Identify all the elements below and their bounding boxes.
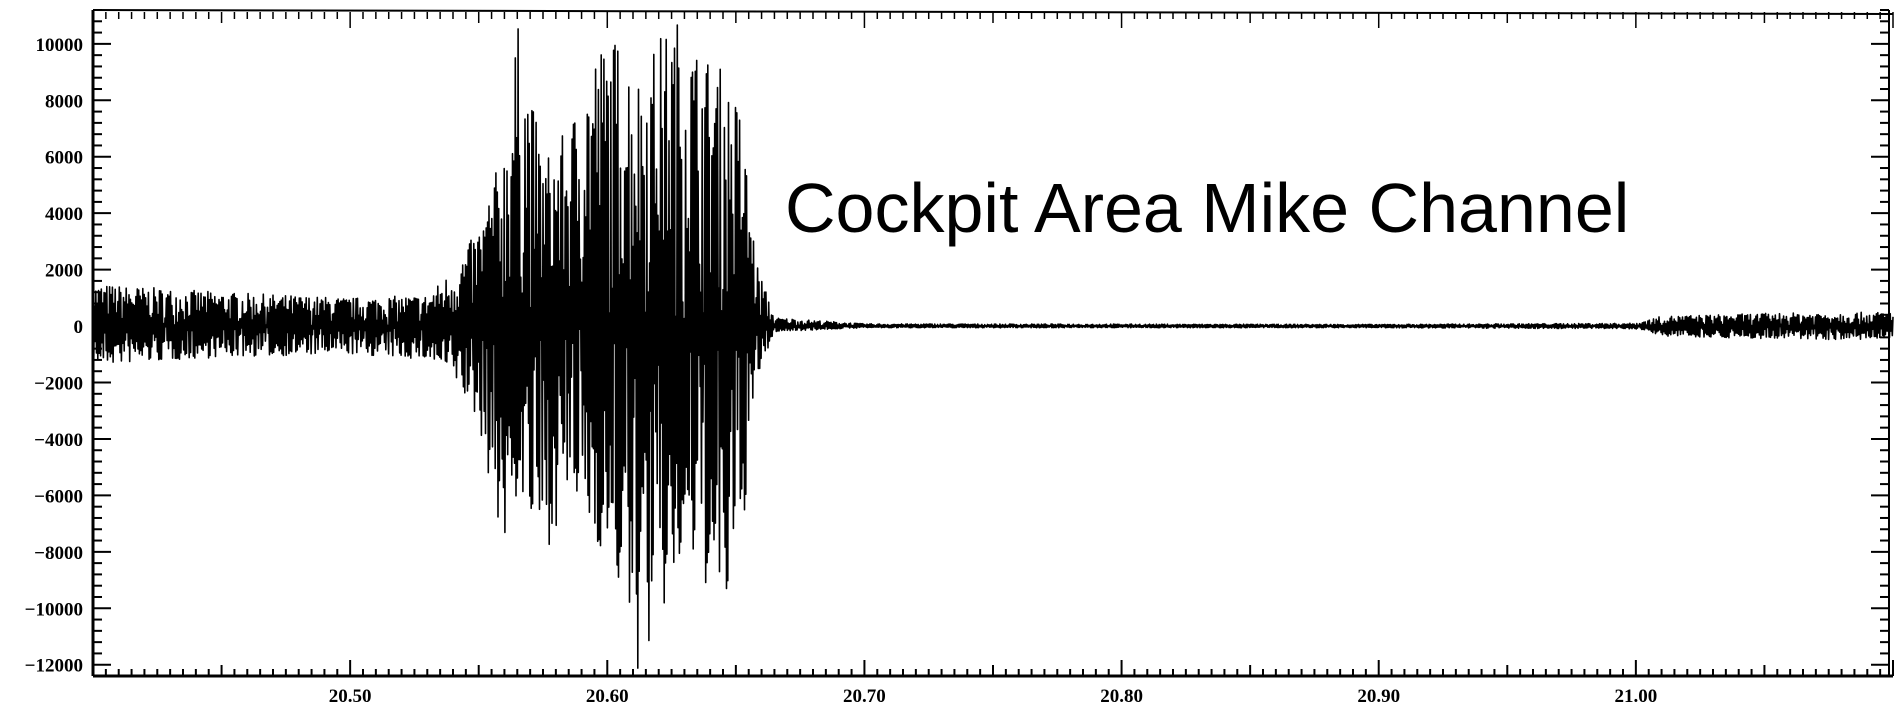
x-tick-label: 20.60 <box>586 686 629 707</box>
y-tick-label: −12000 <box>25 656 83 677</box>
y-tick-label: 2000 <box>45 261 83 282</box>
y-tick-label: 8000 <box>45 91 83 112</box>
y-tick-label: 0 <box>74 317 84 338</box>
x-tick-label: 20.50 <box>329 686 372 707</box>
y-tick-label: 10000 <box>36 35 84 56</box>
y-tick-label: 4000 <box>45 204 83 225</box>
waveform-line <box>92 24 1894 669</box>
x-tick-label: 20.70 <box>843 686 886 707</box>
y-tick-label: −8000 <box>34 543 83 564</box>
x-axis: 20.50 20.60 20.70 20.80 20.90 21.00 <box>92 12 1894 707</box>
x-tick-label: 20.90 <box>1357 686 1400 707</box>
waveform-trace <box>92 24 1894 669</box>
x-tick-label: 20.80 <box>1100 686 1143 707</box>
y-tick-label: 6000 <box>45 148 83 169</box>
y-tick-label: −4000 <box>34 430 83 451</box>
y-tick-label: −10000 <box>25 599 83 620</box>
y-tick-label: −6000 <box>34 486 83 507</box>
y-axis: 10000 8000 6000 4000 2000 0 −2000 −4000 −6000 −80… <box>25 9 1889 677</box>
x-tick-label: 21.00 <box>1614 686 1657 707</box>
chart-title: Cockpit Area Mike Channel <box>785 169 1629 247</box>
plot-frame <box>91 9 1894 678</box>
y-tick-label: −2000 <box>34 374 83 395</box>
